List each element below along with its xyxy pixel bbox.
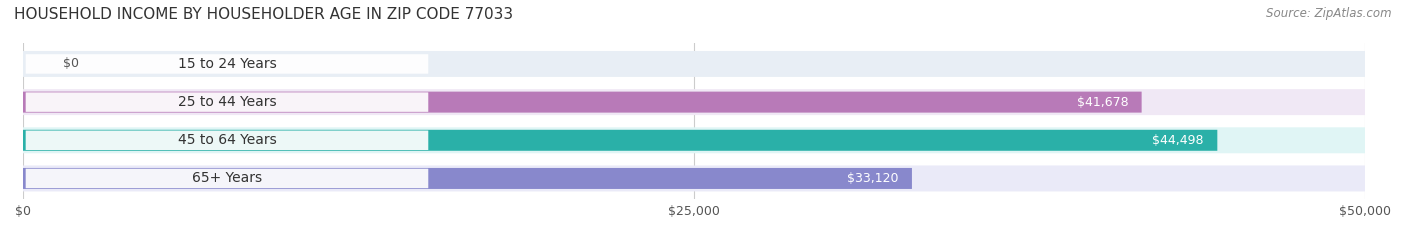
- Text: $41,678: $41,678: [1077, 96, 1128, 109]
- FancyBboxPatch shape: [25, 54, 429, 74]
- FancyBboxPatch shape: [22, 165, 1365, 192]
- FancyBboxPatch shape: [25, 130, 429, 150]
- Text: 15 to 24 Years: 15 to 24 Years: [177, 57, 277, 71]
- Text: 65+ Years: 65+ Years: [193, 171, 262, 185]
- FancyBboxPatch shape: [22, 168, 912, 189]
- FancyBboxPatch shape: [22, 127, 1365, 153]
- FancyBboxPatch shape: [25, 93, 429, 112]
- Text: 25 to 44 Years: 25 to 44 Years: [177, 95, 277, 109]
- Text: $33,120: $33,120: [846, 172, 898, 185]
- FancyBboxPatch shape: [22, 89, 1365, 115]
- Text: $0: $0: [63, 58, 79, 70]
- Text: 45 to 64 Years: 45 to 64 Years: [177, 133, 277, 147]
- FancyBboxPatch shape: [25, 169, 429, 188]
- Text: $44,498: $44,498: [1153, 134, 1204, 147]
- Text: HOUSEHOLD INCOME BY HOUSEHOLDER AGE IN ZIP CODE 77033: HOUSEHOLD INCOME BY HOUSEHOLDER AGE IN Z…: [14, 7, 513, 22]
- FancyBboxPatch shape: [22, 51, 1365, 77]
- Text: Source: ZipAtlas.com: Source: ZipAtlas.com: [1267, 7, 1392, 20]
- FancyBboxPatch shape: [22, 92, 1142, 113]
- FancyBboxPatch shape: [22, 130, 1218, 151]
